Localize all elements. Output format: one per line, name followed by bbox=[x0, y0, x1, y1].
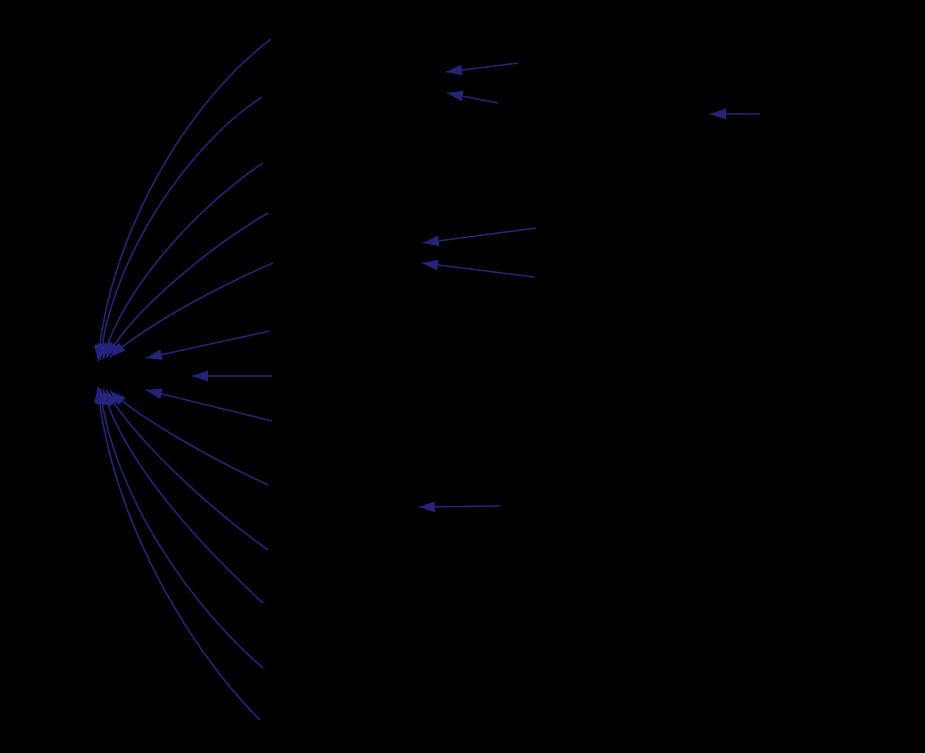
short-edge-upper bbox=[145, 330, 271, 360]
fan-bottom-edge-3 bbox=[101, 388, 264, 604]
fan-top-edge-5 bbox=[109, 262, 274, 358]
short-edge-lower bbox=[145, 388, 273, 422]
mid-arrow-center-2 bbox=[421, 259, 535, 278]
fan-top-edge-2 bbox=[96, 96, 263, 361]
fan-bottom-edge-4 bbox=[96, 387, 264, 669]
fan-top-edge-4 bbox=[105, 212, 269, 359]
fan-top-edge-1 bbox=[94, 38, 272, 362]
mid-arrow-bottom bbox=[418, 501, 501, 513]
mid-arrow-top-2 bbox=[446, 90, 499, 104]
mid-arrow-top-1 bbox=[445, 62, 519, 76]
fan-top-edge-3 bbox=[101, 162, 264, 360]
fan-bottom-edge-2 bbox=[105, 389, 269, 551]
mid-arrow-center-1 bbox=[422, 227, 537, 247]
fan-bottom-edge-5 bbox=[94, 386, 261, 721]
fan-bottom-edge-1 bbox=[109, 390, 269, 486]
